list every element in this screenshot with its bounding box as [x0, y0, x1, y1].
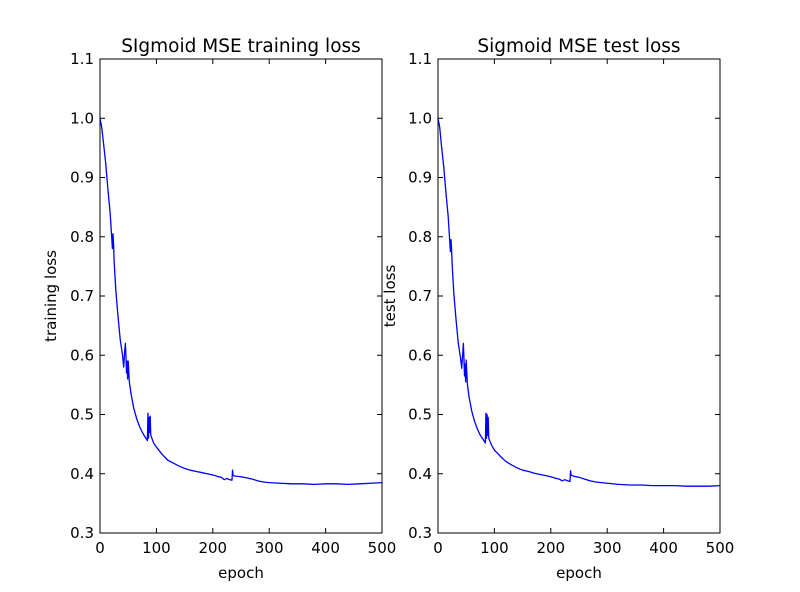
x-tick-label: 300 — [255, 539, 284, 557]
x-tick-label: 400 — [311, 539, 340, 557]
y-tick-label: 0.8 — [70, 228, 94, 246]
series-line — [99, 118, 383, 486]
x-tick-label: 500 — [706, 539, 735, 557]
series-line — [437, 118, 721, 487]
y-tick-label: 1.0 — [70, 109, 94, 127]
plot-area — [437, 118, 721, 487]
y-tick-label: 0.9 — [70, 169, 94, 187]
x-tick-label: 200 — [198, 539, 227, 557]
x-axis-label: epoch — [556, 564, 602, 582]
chart-title: Sigmoid MSE test loss — [477, 36, 680, 57]
y-ticks: 0.3 0.4 0.5 0.6 0.7 0.8 0.9 1.0 1.1 — [408, 50, 720, 542]
x-tick-label: 100 — [480, 539, 509, 557]
y-tick-label: 0.4 — [70, 465, 94, 483]
y-tick-label: 1.1 — [408, 50, 432, 68]
x-tick-label: 400 — [649, 539, 678, 557]
subplot-test: Sigmoid MSE test loss epoch test loss 0 1… — [381, 36, 734, 582]
x-ticks: 0 100 200 300 400 500 — [95, 59, 396, 557]
y-tick-label: 1.1 — [70, 50, 94, 68]
y-axis-label: training loss — [42, 250, 60, 342]
y-tick-label: 0.5 — [70, 406, 94, 424]
y-tick-label: 0.3 — [70, 524, 94, 542]
y-tick-label: 0.7 — [70, 287, 94, 305]
x-tick-label: 500 — [368, 539, 397, 557]
x-tick-label: 100 — [142, 539, 171, 557]
y-tick-label: 1.0 — [408, 109, 432, 127]
y-tick-label: 0.3 — [408, 524, 432, 542]
axes-frame — [437, 58, 721, 534]
y-axis-label: test loss — [381, 265, 399, 328]
subplot-training: SIgmoid MSE training loss epoch training… — [42, 36, 396, 582]
y-tick-label: 0.9 — [408, 169, 432, 187]
y-tick-label: 0.7 — [408, 287, 432, 305]
plot-area — [99, 118, 383, 486]
x-tick-label: 200 — [536, 539, 565, 557]
x-axis-label: epoch — [218, 564, 264, 582]
x-tick-label: 0 — [95, 539, 105, 557]
x-tick-label: 0 — [433, 539, 443, 557]
y-tick-label: 0.5 — [408, 406, 432, 424]
y-ticks: 0.3 0.4 0.5 0.6 0.7 0.8 0.9 1.0 1.1 — [70, 50, 382, 542]
axes-frame — [99, 58, 383, 534]
y-tick-label: 0.6 — [70, 346, 94, 364]
x-tick-label: 300 — [593, 539, 622, 557]
y-tick-label: 0.4 — [408, 465, 432, 483]
x-ticks: 0 100 200 300 400 500 — [433, 59, 734, 557]
chart-title: SIgmoid MSE training loss — [121, 36, 361, 57]
y-tick-label: 0.8 — [408, 228, 432, 246]
y-tick-label: 0.6 — [408, 346, 432, 364]
